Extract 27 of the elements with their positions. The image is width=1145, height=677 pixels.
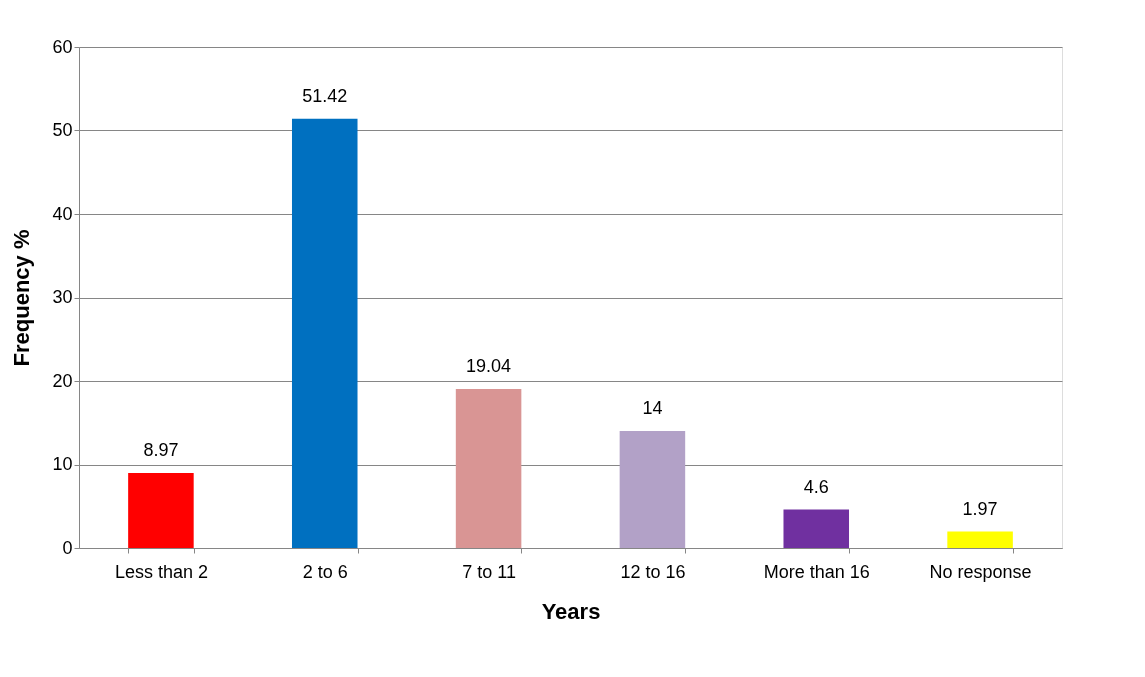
data-label: 14	[642, 398, 663, 419]
y-tick-label: 20	[52, 370, 73, 391]
x-tick-label: 7 to 11	[462, 561, 516, 582]
y-axis-title: Frequency %	[9, 229, 35, 367]
data-label: 1.97	[962, 498, 998, 519]
data-label: 8.97	[143, 440, 179, 461]
y-tick-label: 10	[52, 454, 73, 474]
x-tick-label: 12 to 16	[620, 561, 686, 582]
bar	[455, 389, 522, 548]
bar	[291, 118, 358, 548]
y-tick-label: 0	[62, 537, 73, 558]
data-label: 19.04	[466, 356, 512, 377]
y-tick-label: 30	[52, 287, 73, 307]
x-tick-label: More than 16	[763, 561, 870, 582]
bar	[783, 509, 850, 548]
bar	[619, 431, 686, 548]
y-tick-label: 50	[52, 120, 73, 140]
bar	[128, 473, 194, 548]
y-tick-label: 60	[52, 36, 73, 57]
x-tick-label: 2 to 6	[302, 561, 348, 582]
data-label: 4.6	[803, 476, 829, 497]
x-axis-title: Years	[541, 598, 601, 624]
bar	[947, 531, 1013, 548]
x-tick-label: Less than 2	[114, 561, 208, 582]
data-label: 51.42	[302, 85, 348, 106]
x-tick-label: No response	[929, 561, 1032, 582]
y-tick-label: 40	[52, 203, 73, 224]
